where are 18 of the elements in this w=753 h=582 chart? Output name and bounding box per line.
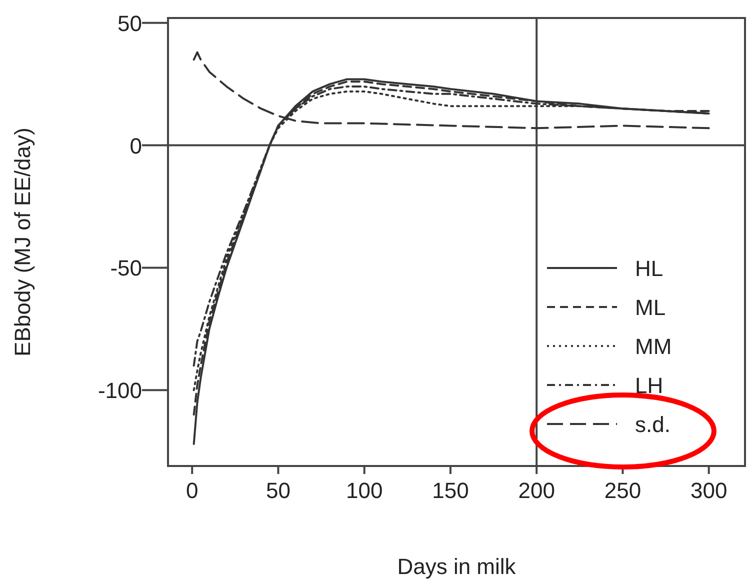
legend-label: LH [635,373,664,398]
legend-label: s.d. [635,412,670,437]
x-tick-label: 100 [346,478,383,503]
y-tick-label: -100 [98,378,142,404]
y-axis-title: EBbody (MJ of EE/day) [10,128,35,356]
y-tick-label: 50 [118,10,142,36]
x-tick-label: 150 [432,478,469,503]
y-tick-label: -50 [110,256,142,281]
x-tick-label: 200 [518,478,555,503]
legend-label: HL [635,256,664,281]
x-tick-label: 0 [186,478,198,503]
y-tick-label: 0 [130,133,142,158]
x-tick-label: 300 [690,478,728,503]
x-tick-label: 50 [266,478,290,503]
x-axis-title: Days in milk [397,554,517,579]
x-tick-label: 250 [604,478,642,503]
legend-label: ML [635,295,666,320]
legend-label: MM [635,334,672,359]
